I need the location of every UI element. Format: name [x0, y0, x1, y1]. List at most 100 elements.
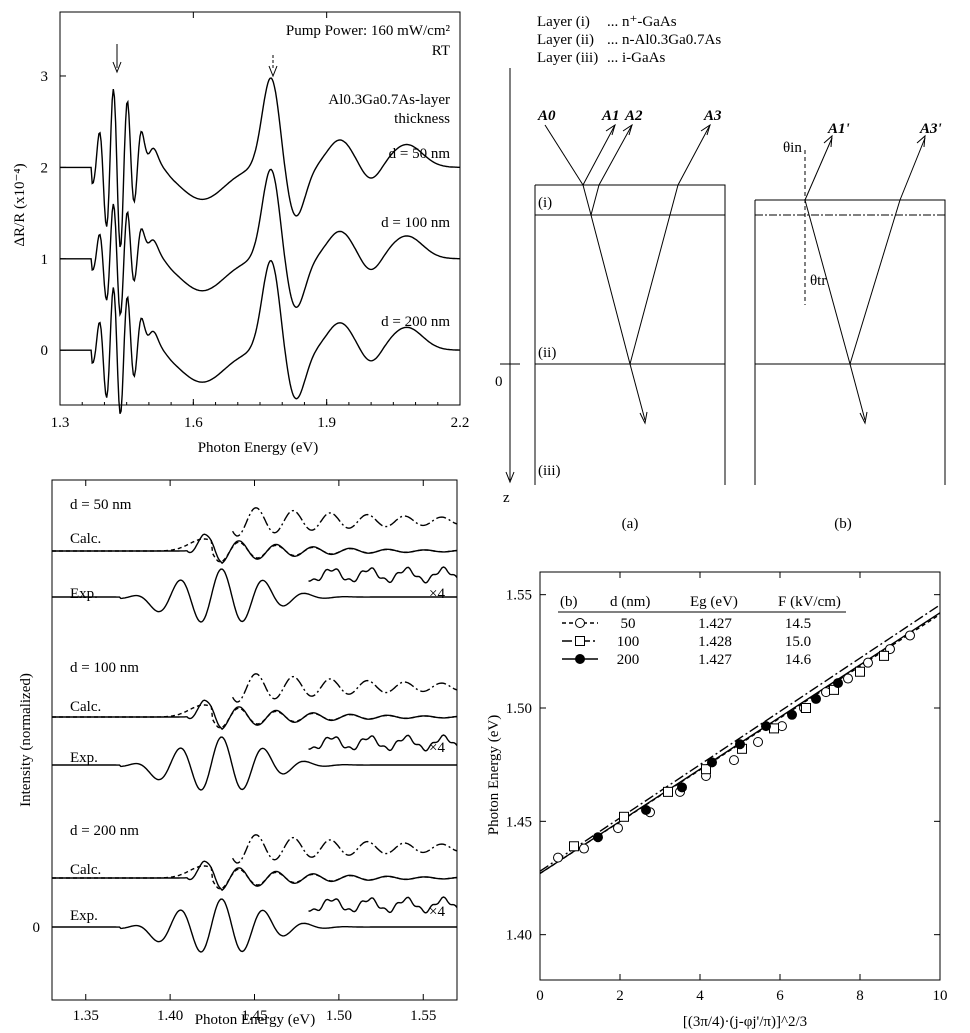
calc-label-50nm: Calc. — [70, 531, 101, 547]
reflectance-y-tick-label: 0 — [41, 343, 49, 359]
data-point-100 — [619, 811, 629, 822]
layer-ii-label: (ii) — [538, 345, 556, 361]
intensity-x-ticks: 1.35 1.40 1.45 1.50 1.55 — [73, 480, 436, 1024]
label-a2: A2 — [624, 108, 643, 124]
peak-arrowhead-solid — [112, 61, 122, 74]
legend-marker-100 — [575, 636, 585, 646]
peak-arrowhead-dashed — [268, 65, 278, 78]
fit-y-axis-label: Photon Energy (eV) — [486, 715, 502, 836]
panel-intensity: 1.35 1.40 1.45 1.50 1.55 0 Photon Energy (eV… — [18, 479, 458, 1028]
intensity-curves — [52, 507, 458, 953]
table-header-d: d (nm) — [610, 594, 650, 610]
fit-y-tick-label: 1.45 — [506, 814, 532, 830]
exp-curve — [52, 898, 457, 953]
calc-curve-x4 — [231, 673, 457, 703]
fit-y-tick-label: 1.50 — [506, 701, 532, 717]
exp-label-100nm: Exp. — [70, 750, 98, 766]
group-label-100nm: d = 100 nm — [70, 660, 139, 676]
data-point-200 — [811, 693, 821, 704]
reflectance-x-tick-label: 1.3 — [51, 415, 70, 431]
calc-curve-x4 — [231, 507, 457, 537]
exp-curve — [52, 568, 457, 623]
data-point-100 — [569, 841, 579, 852]
data-point-100 — [879, 650, 889, 661]
table-header-eg: Eg (eV) — [690, 594, 738, 610]
fit-legend — [562, 618, 598, 664]
reflectance-y-tick-label: 2 — [41, 160, 49, 176]
intensity-y-tick-0: 0 — [33, 920, 41, 936]
data-point-100 — [801, 703, 811, 713]
data-point-200 — [593, 832, 603, 843]
fit-y-tick-label: 1.40 — [506, 928, 532, 944]
data-point-200 — [761, 721, 771, 732]
fit-line-100 — [539, 604, 941, 872]
data-point-50 — [863, 657, 873, 668]
legend-f-200: 14.6 — [785, 652, 812, 668]
exp-curve — [52, 736, 457, 791]
label-a1-prime: A1' — [827, 121, 850, 137]
reflectance-x-tick-label: 1.6 — [184, 415, 203, 431]
label-a0: A0 — [537, 108, 556, 124]
z-zero-label: 0 — [495, 374, 503, 390]
ray-arrowheads-a — [605, 123, 711, 425]
theta-in-label: θin — [783, 140, 802, 156]
legend-layer-i: Layer (i) — [537, 14, 590, 30]
theta-tr-label: θtr — [810, 273, 826, 289]
intensity-x-tick-label: 1.45 — [241, 1008, 267, 1024]
fit-x-tick-label: 6 — [776, 988, 784, 1004]
label-a3: A3 — [703, 108, 722, 124]
intensity-x-tick-label: 1.50 — [326, 1008, 352, 1024]
z-axis-arrowhead — [505, 471, 515, 484]
exp-curve-x4 — [308, 566, 458, 584]
legend-f-50: 14.5 — [785, 616, 811, 632]
panel-reflectance: 1.3 1.6 1.9 2.2 0 1 2 3 Photon Energy (eV) ΔR/… — [12, 11, 470, 456]
data-point-200 — [707, 757, 717, 768]
fit-x-tick-label: 0 — [536, 988, 544, 1004]
label-a3-prime: A3' — [919, 121, 942, 137]
reflectance-x-ticks: 1.3 1.6 1.9 2.2 — [51, 12, 470, 431]
pump-power-annotation: Pump Power: 160 mW/cm² — [286, 23, 451, 39]
legend-eg-100: 1.428 — [698, 634, 732, 650]
reflectance-curve-50nm — [60, 77, 460, 248]
reflectance-x-tick-label: 2.2 — [451, 415, 470, 431]
legend-layer-i-desc: ... n⁺-GaAs — [607, 14, 677, 30]
fit-x-tick-label: 2 — [616, 988, 624, 1004]
data-point-200 — [641, 805, 651, 815]
data-point-200 — [735, 739, 745, 750]
reflectance-y-tick-label: 3 — [41, 69, 49, 85]
calc-curve — [52, 533, 458, 565]
group-label-200nm: d = 200 nm — [70, 823, 139, 839]
caption-b: (b) — [834, 516, 852, 532]
legend-eg-50: 1.427 — [698, 616, 732, 632]
exp-curve-x4 — [308, 734, 458, 752]
panel-photon-energy-fit: 0 2 4 6 8 10 1.40 1.45 1.50 1.55 [(3π/4)·(j-φj'/… — [486, 571, 948, 1030]
series-label-50nm: d = 50 nm — [389, 146, 451, 162]
reflectance-y-tick-label: 1 — [41, 252, 49, 268]
layer-annotation: Al0.3Ga0.7As-layer — [328, 92, 450, 108]
data-point-200 — [677, 782, 687, 793]
ray-arrowheads-b — [823, 134, 926, 425]
fit-x-tick-label: 10 — [933, 988, 948, 1004]
reflectance-plot-frame — [59, 11, 461, 406]
reflectance-y-axis-label: ΔR/R (x10⁻⁴) — [12, 163, 28, 246]
legend-layer-iii: Layer (iii) — [537, 50, 598, 66]
data-point-100 — [701, 764, 711, 775]
series-label-100nm: d = 100 nm — [381, 215, 450, 231]
reflectance-y-ticks: 0 1 2 3 — [41, 69, 66, 359]
scale-label-200nm: ×4 — [429, 904, 445, 920]
data-point-50 — [729, 755, 739, 766]
legend-d-200: 200 — [617, 652, 640, 668]
data-point-100 — [663, 786, 673, 797]
rt-annotation: RT — [432, 43, 450, 59]
data-point-50 — [579, 843, 589, 854]
fit-x-tick-label: 4 — [696, 988, 704, 1004]
data-point-50 — [553, 852, 563, 863]
exp-label-200nm: Exp. — [70, 908, 98, 924]
fit-x-tick-label: 8 — [856, 988, 864, 1004]
sample-b-outline — [754, 199, 946, 485]
legend-d-100: 100 — [617, 634, 640, 650]
z-axis-label: z — [503, 490, 510, 506]
data-point-200 — [787, 709, 797, 720]
exp-label-50nm: Exp. — [70, 586, 98, 602]
